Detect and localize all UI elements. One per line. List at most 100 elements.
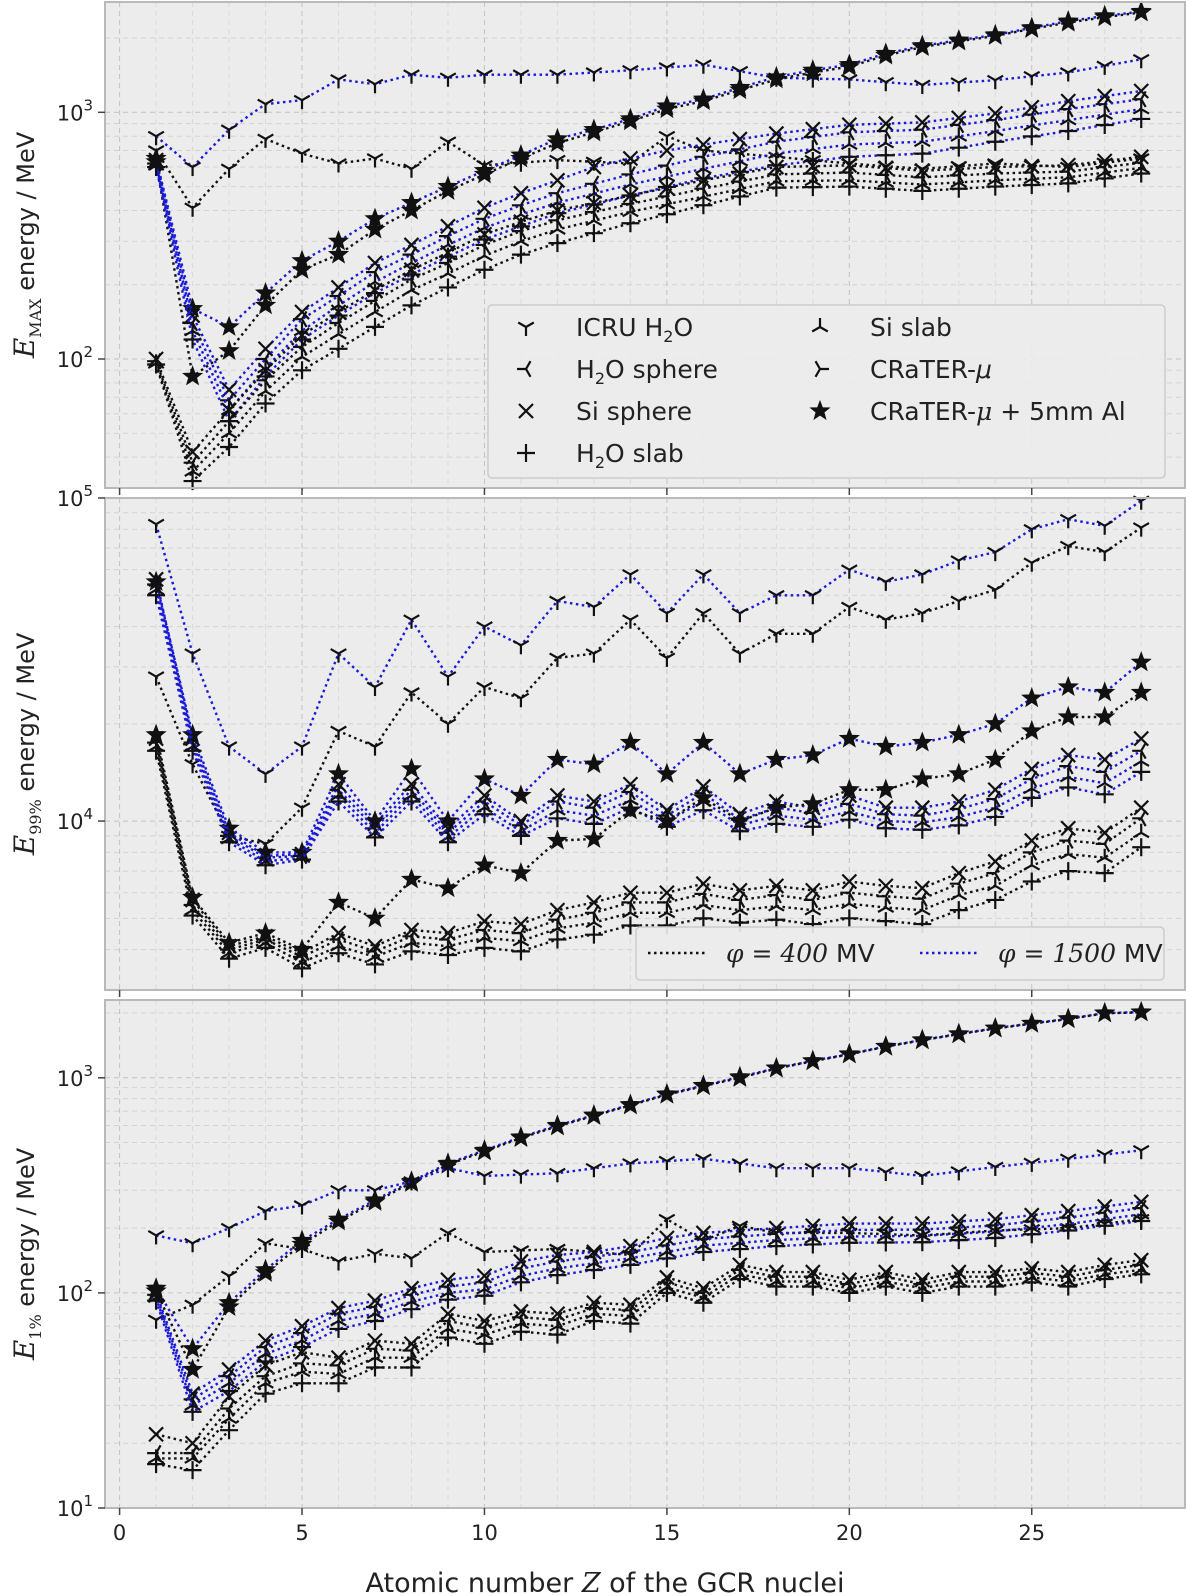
legend-entry: Si sphere [518, 397, 692, 426]
data-point [476, 681, 493, 697]
data-point [914, 114, 931, 131]
data-point [548, 930, 567, 949]
data-point [586, 159, 602, 175]
y-tick-label: 105 [57, 482, 93, 511]
data-point [656, 809, 678, 831]
data-point [840, 177, 859, 196]
series-line [154, 579, 1142, 858]
data-point [913, 1170, 931, 1185]
data-point [364, 1190, 386, 1211]
data-point [546, 131, 568, 153]
data-point [513, 916, 529, 932]
data-point [657, 157, 673, 174]
plot-frame [104, 497, 1186, 991]
legend-entry: Si slab [811, 313, 952, 342]
x-tick-label: 20 [836, 1521, 863, 1545]
data-point [329, 944, 348, 963]
data-point [804, 1162, 822, 1178]
data-point [765, 1057, 787, 1078]
data-point [694, 1242, 713, 1261]
data-point [694, 885, 709, 903]
data-point [1095, 785, 1114, 804]
data-point [549, 1167, 566, 1183]
data-point [585, 806, 603, 822]
data-point [183, 906, 202, 925]
data-point [220, 412, 235, 430]
data-point [546, 748, 568, 769]
data-point [986, 890, 1005, 909]
data-point [803, 178, 822, 197]
x-axis-label: Atomic number Z of the GCR nuclei [366, 1568, 845, 1596]
data-point [1132, 838, 1151, 857]
data-point [1094, 705, 1116, 727]
data-point [438, 945, 457, 964]
data-point [986, 864, 1001, 882]
data-point [439, 136, 457, 151]
data-point [330, 158, 347, 173]
data-point [768, 878, 785, 894]
data-point [695, 607, 712, 623]
data-point [803, 128, 819, 146]
data-point [729, 762, 751, 783]
data-point [984, 1017, 1006, 1038]
data-point [877, 576, 895, 591]
data-point [1023, 158, 1040, 174]
legend: ICRU H2O H2O sphere Si sphere H2O slab Si sl… [487, 304, 1166, 479]
data-point [950, 77, 968, 92]
plot-frame [104, 1, 1186, 489]
data-point [949, 875, 965, 893]
legend-marker-tri_down [811, 318, 829, 333]
data-point [622, 776, 639, 793]
data-point [292, 310, 308, 328]
data-point [585, 601, 603, 617]
data-point [950, 886, 968, 901]
data-point [984, 712, 1006, 733]
series-h2o-slab-1500 [147, 586, 1151, 875]
data-point [330, 1311, 347, 1327]
series-line [155, 134, 1142, 210]
data-point [948, 762, 970, 783]
legend-label: H2O sphere [576, 355, 718, 388]
legend-marker-tri_up [517, 321, 535, 336]
data-point [986, 111, 1001, 129]
data-point [220, 833, 239, 852]
plot-background [105, 498, 1185, 990]
data-point [366, 273, 384, 288]
data-point [1096, 60, 1114, 75]
data-point [658, 167, 676, 183]
data-point [877, 1166, 895, 1182]
data-point [657, 1283, 676, 1302]
data-point [330, 925, 347, 941]
data-point [619, 731, 641, 752]
data-point [877, 134, 895, 149]
x-tick-label: 25 [1018, 1521, 1045, 1545]
data-point [1059, 174, 1078, 193]
data-point [657, 894, 673, 911]
data-point [730, 162, 749, 181]
data-point [695, 1225, 712, 1241]
data-point [182, 365, 204, 386]
series-si-sphere-1500 [148, 83, 1150, 398]
data-point [512, 1314, 530, 1330]
data-point [439, 1162, 457, 1178]
data-point [476, 621, 493, 636]
data-point [403, 69, 420, 84]
data-point [403, 237, 420, 253]
legend-label: CRaTER-μ + 5mm Al [870, 397, 1126, 426]
data-point [549, 154, 566, 170]
legend-entry: φ = 400 MV [648, 939, 875, 968]
data-point [475, 805, 494, 824]
data-point [838, 727, 860, 748]
y-tick-label: 103 [57, 96, 93, 125]
data-point [583, 827, 605, 849]
data-point [403, 614, 420, 629]
phi-legend: φ = 400 MV φ = 1500 MV [635, 926, 1165, 981]
data-point [220, 1409, 238, 1425]
data-point [913, 79, 931, 95]
data-point [510, 784, 532, 805]
data-point [510, 147, 532, 168]
series-line [154, 1206, 1142, 1402]
data-point [184, 648, 201, 663]
data-point [913, 607, 931, 623]
data-point [694, 169, 713, 188]
